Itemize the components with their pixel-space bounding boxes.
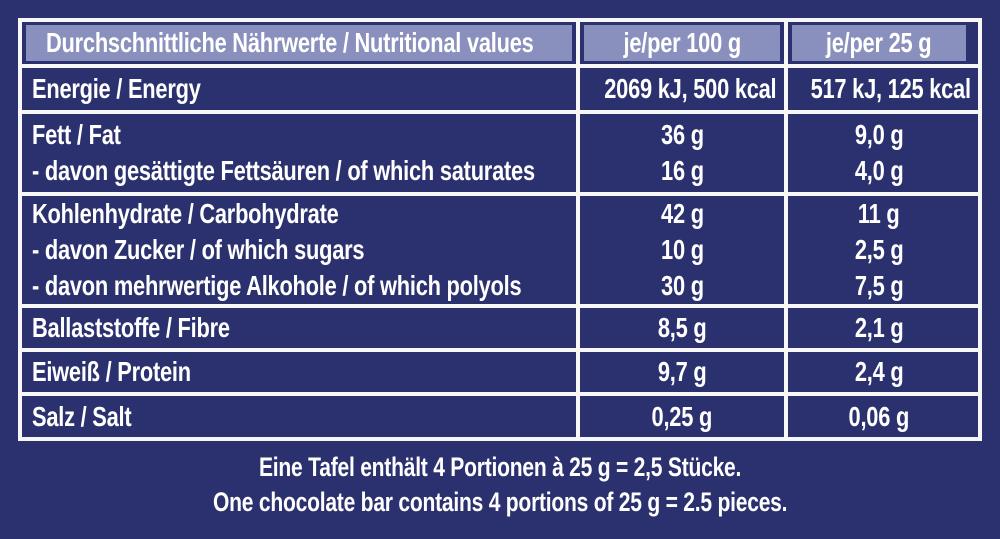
nutrient-label: Energie / Energy	[32, 73, 201, 104]
header-label-per-25g: je/per 25 g	[826, 27, 932, 58]
portion-note: Eine Tafel enthält 4 Portionen à 25 g = …	[0, 450, 1000, 520]
header-cell-nutrients: Durchschnittliche Nährwerte / Nutritiona…	[22, 22, 576, 64]
value-per-100g: 8,5 g	[576, 308, 784, 348]
nutrition-table: Durchschnittliche Nährwerte / Nutritiona…	[18, 18, 982, 441]
portion-note-german: Eine Tafel enthält 4 Portionen à 25 g = …	[258, 452, 742, 482]
value-per-100g: 0,25 g	[576, 396, 784, 437]
table-row-fat: Fett / Fat - davon gesättigte Fettsäuren…	[22, 110, 978, 192]
header-cell-per-100g: je/per 100 g	[576, 22, 784, 64]
header-label-nutrients: Durchschnittliche Nährwerte / Nutritiona…	[46, 27, 534, 58]
value-per-25g: 11 g 2,5 g 7,5 g	[784, 196, 970, 304]
portion-note-english: One chocolate bar contains 4 portions of…	[212, 487, 788, 517]
value-per-25g: 0,06 g	[784, 396, 970, 437]
nutrient-label: Eiweiß / Protein	[32, 356, 191, 387]
value-per-25g: 2,1 g	[784, 308, 970, 348]
value-per-25g: 517 kJ, 125 kcal	[784, 68, 970, 110]
table-row-energy: Energie / Energy 2069 kJ, 500 kcal 517 k…	[22, 64, 978, 110]
header-cell-per-25g: je/per 25 g	[784, 22, 970, 64]
nutrient-label: Kohlenhydrate / Carbohydrate - davon Zuc…	[32, 198, 522, 301]
table-row-carbohydrate: Kohlenhydrate / Carbohydrate - davon Zuc…	[22, 192, 978, 304]
table-header-row: Durchschnittliche Nährwerte / Nutritiona…	[22, 22, 978, 64]
table-row-protein: Eiweiß / Protein 9,7 g 2,4 g	[22, 348, 978, 392]
nutrient-label: Salz / Salt	[32, 400, 132, 432]
nutrient-label: Fett / Fat - davon gesättigte Fettsäuren…	[32, 119, 535, 186]
value-per-25g: 9,0 g 4,0 g	[784, 114, 970, 192]
value-per-100g: 9,7 g	[576, 352, 784, 392]
value-per-100g: 36 g 16 g	[576, 114, 784, 192]
table-row-salt: Salz / Salt 0,25 g 0,06 g	[22, 392, 978, 437]
nutrient-label: Ballaststoffe / Fibre	[32, 312, 230, 343]
value-per-100g: 2069 kJ, 500 kcal	[576, 68, 784, 110]
value-per-25g: 2,4 g	[784, 352, 970, 392]
header-label-per-100g: je/per 100 g	[623, 27, 741, 58]
table-row-fibre: Ballaststoffe / Fibre 8,5 g 2,1 g	[22, 304, 978, 348]
value-per-100g: 42 g 10 g 30 g	[576, 196, 784, 304]
